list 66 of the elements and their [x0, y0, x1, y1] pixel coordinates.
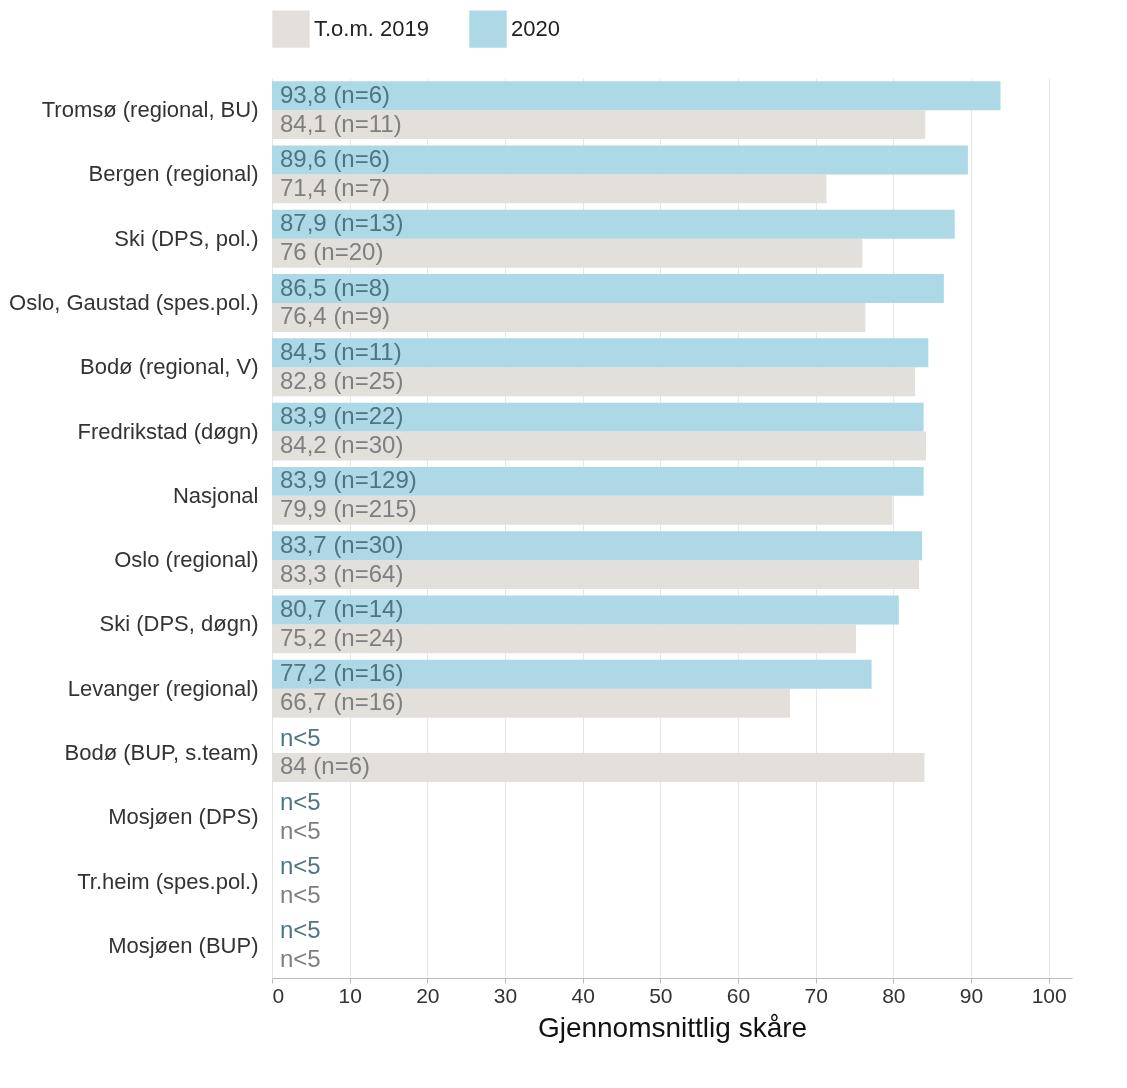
bar	[272, 145, 968, 175]
text: n<5	[280, 787, 321, 815]
data-label: 84,5 (n=11)	[280, 337, 402, 365]
y-tick-label: Mosjøen (DPS)	[108, 804, 259, 830]
y-tick-label: Oslo (regional)	[114, 547, 259, 573]
bar	[272, 402, 924, 432]
text: n<5	[280, 945, 321, 973]
data-label: 83,3 (n=64)	[280, 559, 404, 587]
data-label: 83,7 (n=30)	[280, 530, 404, 558]
y-tick-label: Tromsø (regional, BU)	[41, 97, 259, 123]
x-tick-label: 10	[338, 983, 362, 1007]
bar	[272, 659, 872, 689]
x-tick-label: 0	[272, 983, 285, 1007]
y-tick-label: Nasjonal	[172, 482, 259, 508]
x-tick-label: 100	[1031, 983, 1067, 1007]
bar	[272, 531, 923, 561]
y-tick-label: Bodø (BUP, s.team)	[64, 740, 259, 765]
data-label: 66,7 (n=16)	[280, 688, 404, 716]
x-tick-label: 60	[726, 983, 751, 1007]
data-label: 75,2 (n=24)	[280, 623, 404, 651]
data-label: 83,9 (n=129)	[280, 466, 417, 494]
data-label: 84,2 (n=30)	[280, 431, 404, 459]
text: n<5	[280, 723, 321, 751]
data-label: 87,9 (n=13)	[280, 209, 404, 237]
x-tick-label: 40	[571, 983, 595, 1007]
data-label: 86,5 (n=8)	[280, 273, 391, 301]
x-tick-label: 50	[649, 983, 673, 1007]
bar	[272, 209, 955, 239]
y-tick-label: Levanger (regional)	[67, 675, 259, 701]
y-tick-label: Oslo, Gaustad (spes.pol.)	[9, 290, 259, 315]
y-tick-label: Bergen (regional)	[88, 161, 259, 187]
x-tick-label: 20	[416, 983, 440, 1007]
data-label: 83,9 (n=22)	[280, 402, 404, 430]
legend-label: 2020	[511, 16, 560, 42]
bar	[272, 81, 1001, 111]
data-label: 76,4 (n=9)	[280, 302, 391, 330]
text: n<5	[280, 852, 321, 880]
data-label: 82,8 (n=25)	[280, 366, 404, 394]
bar	[272, 466, 924, 496]
y-tick-label: Bodø (regional, V)	[79, 354, 259, 380]
bar	[272, 595, 899, 625]
x-tick-label: 80	[882, 983, 906, 1007]
y-tick-label: Ski (DPS, pol.)	[114, 225, 259, 251]
data-label: 93,8 (n=6)	[280, 80, 391, 108]
text: n<5	[280, 881, 321, 909]
data-label: 77,2 (n=16)	[280, 659, 404, 687]
bar	[272, 338, 929, 368]
y-tick-label: Tr.heim (spes.pol.)	[77, 868, 259, 894]
x-tick-label: 90	[959, 983, 984, 1007]
data-label: 80,7 (n=14)	[280, 594, 404, 622]
y-tick-label: Ski (DPS, døgn)	[99, 611, 259, 637]
data-label: 79,9 (n=215)	[280, 495, 417, 523]
x-tick-label: 70	[804, 983, 828, 1007]
data-label: 89,6 (n=6)	[280, 144, 391, 172]
x-axis-title: Gjennomsnittlig skåre	[537, 1011, 808, 1043]
data-label: 84,1 (n=11)	[280, 109, 402, 137]
legend-label: T.o.m. 2019	[314, 16, 429, 42]
x-tick-label: 30	[493, 983, 518, 1007]
text: n<5	[280, 916, 321, 944]
data-label: 84 (n=6)	[280, 752, 371, 780]
text: n<5	[280, 816, 321, 844]
data-label: 76 (n=20)	[280, 238, 384, 266]
data-label: 71,4 (n=7)	[280, 173, 391, 201]
bar	[272, 274, 944, 303]
y-tick-label: Fredrikstad (døgn)	[77, 418, 259, 444]
y-tick-label: Mosjøen (BUP)	[108, 932, 259, 958]
